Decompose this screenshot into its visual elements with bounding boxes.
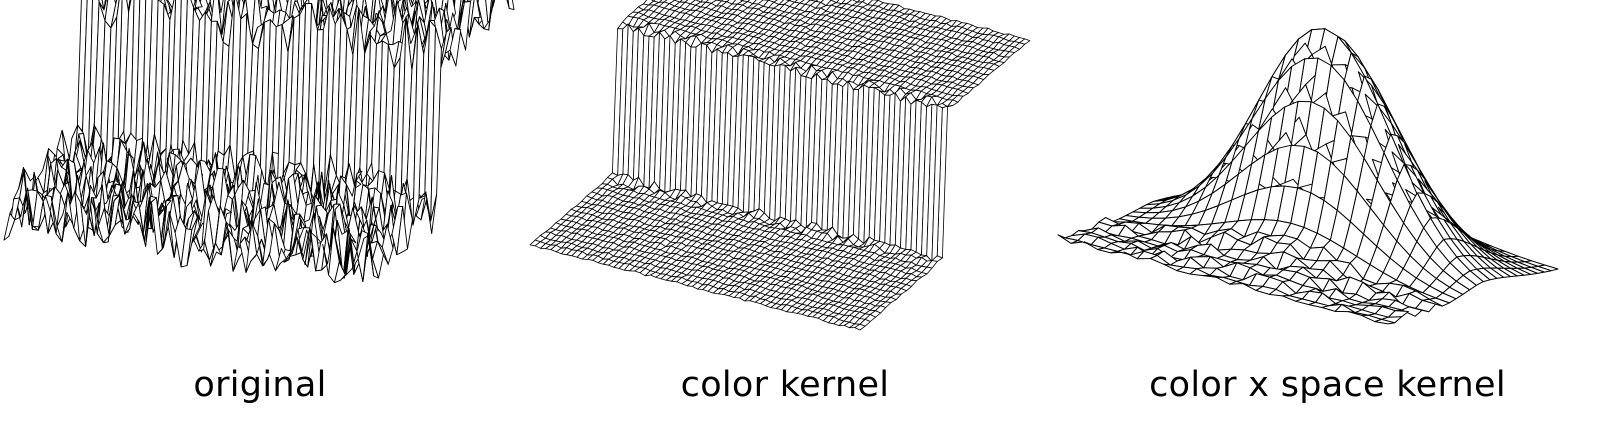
mesh-cell bbox=[350, 170, 363, 228]
mesh-cell bbox=[159, 200, 172, 251]
mesh-cell bbox=[343, 228, 356, 279]
mesh-cell bbox=[412, 23, 425, 226]
mesh-cell bbox=[854, 323, 866, 331]
mesh-cell bbox=[121, 151, 134, 202]
mesh-cell bbox=[101, 0, 106, 11]
mesh-cell bbox=[3, 212, 16, 241]
surface-plot-color-space-kernel bbox=[1057, 28, 1559, 325]
mesh-cell bbox=[180, 228, 193, 268]
mesh-cell bbox=[1276, 251, 1298, 271]
mesh-cell bbox=[362, 233, 375, 282]
mesh-cell bbox=[488, 0, 494, 31]
mesh-cell bbox=[492, 0, 496, 9]
mesh-cell bbox=[283, 213, 296, 263]
mesh-cell bbox=[425, 191, 438, 234]
mesh-cell bbox=[449, 28, 462, 67]
caption-color-kernel: color kernel bbox=[680, 365, 890, 405]
surface-mesh-color-space-kernel bbox=[1057, 28, 1559, 325]
mesh-cell bbox=[506, 0, 510, 9]
mesh-cell bbox=[1374, 318, 1396, 325]
mesh-cell bbox=[102, 200, 115, 243]
mesh-cell bbox=[507, 0, 515, 11]
mesh-cell bbox=[124, 181, 136, 235]
mesh-cell bbox=[1415, 299, 1437, 313]
surface-plot-original bbox=[3, 0, 515, 284]
panel-original: original bbox=[0, 0, 520, 430]
mesh-cell bbox=[372, 240, 384, 279]
mesh-cell bbox=[468, 0, 481, 38]
mesh-cell bbox=[288, 0, 296, 32]
mesh-cell bbox=[85, 184, 97, 248]
mesh-cell bbox=[245, 221, 258, 273]
surface-plot-color-kernel bbox=[529, 0, 1031, 331]
mesh-cell bbox=[1428, 297, 1450, 307]
panel-color-space-kernel: color x space kernel bbox=[1050, 0, 1605, 430]
mesh-cell bbox=[396, 205, 408, 256]
mesh-cell bbox=[459, 1, 471, 51]
mesh-cell bbox=[315, 233, 327, 272]
panel-color-kernel: color kernel bbox=[520, 0, 1050, 430]
mesh-cell bbox=[275, 247, 287, 272]
mesh-cell bbox=[439, 26, 452, 70]
mesh-cell bbox=[483, 0, 494, 31]
mesh-cell bbox=[485, 0, 492, 31]
mesh-cell bbox=[334, 261, 346, 284]
caption-original: original bbox=[193, 365, 327, 405]
mesh-cell bbox=[366, 196, 379, 257]
mesh-cell bbox=[372, 9, 385, 55]
caption-color-space-kernel: color x space kernel bbox=[1149, 365, 1506, 405]
mesh-cell bbox=[236, 200, 249, 263]
surface-mesh-original bbox=[3, 0, 515, 284]
mesh-cell bbox=[217, 0, 226, 36]
mesh-cell bbox=[210, 242, 222, 267]
mesh-cell bbox=[61, 191, 74, 243]
surface-mesh-color-kernel bbox=[529, 0, 1031, 331]
mesh-cell bbox=[1401, 306, 1423, 317]
mesh-cell bbox=[181, 183, 193, 243]
mesh-cell bbox=[381, 224, 394, 265]
